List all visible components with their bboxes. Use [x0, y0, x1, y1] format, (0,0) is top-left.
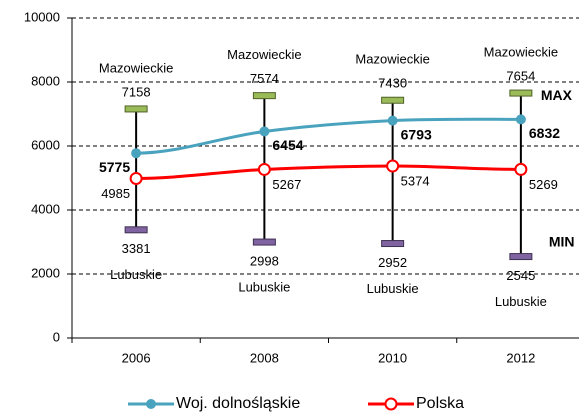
value-label: 6832 [529, 125, 560, 141]
min-value-label: 2952 [378, 255, 407, 270]
value-label: 6793 [401, 126, 432, 142]
min-cap [124, 226, 148, 234]
max-region-label: Mazowieckie [355, 52, 429, 67]
min-value-label: 3381 [122, 241, 151, 256]
value-label: 5775 [99, 159, 130, 175]
max-cap [252, 92, 276, 100]
y-tick-label: 6000 [31, 137, 60, 152]
point [515, 114, 526, 125]
legend-label: Woj. dolnośląskie [176, 395, 300, 412]
min-region-label: Lubuskie [495, 294, 547, 309]
min-cap [509, 253, 533, 261]
point [259, 126, 270, 137]
series-line [136, 117, 521, 155]
point [129, 171, 143, 185]
min-label: MIN [549, 233, 575, 249]
point [257, 162, 271, 176]
series-line [136, 164, 521, 180]
x-tick-label: 2010 [378, 350, 407, 365]
legend-label: Polska [416, 395, 464, 412]
y-tick-label: 0 [53, 329, 60, 344]
min-region-label: Lubuskie [238, 280, 290, 295]
point [387, 115, 398, 126]
max-cap [509, 89, 533, 97]
x-tick-label: 2006 [122, 350, 151, 365]
min-cap [252, 238, 276, 246]
value-label: 5374 [401, 173, 430, 188]
max-value-label: 7654 [506, 69, 535, 84]
y-tick-label: 2000 [31, 265, 60, 280]
point [131, 148, 142, 159]
point [386, 159, 400, 173]
max-region-label: Mazowieckie [227, 47, 301, 62]
value-label: 6454 [272, 137, 303, 153]
min-region-label: Lubuskie [367, 281, 419, 296]
x-tick-label: 2012 [506, 350, 535, 365]
min-value-label: 2998 [250, 254, 279, 269]
max-region-label: Mazowieckie [99, 60, 173, 75]
min-value-label: 2545 [506, 268, 535, 283]
max-value-label: 7430 [378, 76, 407, 91]
max-cap [124, 105, 148, 113]
value-label: 5269 [529, 177, 558, 192]
legend-marker [384, 397, 398, 411]
y-tick-label: 8000 [31, 73, 60, 88]
point [514, 162, 528, 176]
max-value-label: 7158 [122, 84, 151, 99]
value-label: 5267 [272, 177, 301, 192]
value-label: 4985 [101, 186, 130, 201]
y-tick-label: 4000 [31, 201, 60, 216]
x-tick-label: 2008 [250, 350, 279, 365]
min-region-label: Lubuskie [110, 267, 162, 282]
legend-marker [146, 399, 156, 409]
max-region-label: Mazowieckie [484, 45, 558, 60]
max-value-label: 7574 [250, 71, 279, 86]
max-label: MAX [541, 87, 573, 103]
min-cap [381, 240, 405, 248]
max-cap [381, 96, 405, 104]
y-tick-label: 10000 [24, 9, 60, 24]
